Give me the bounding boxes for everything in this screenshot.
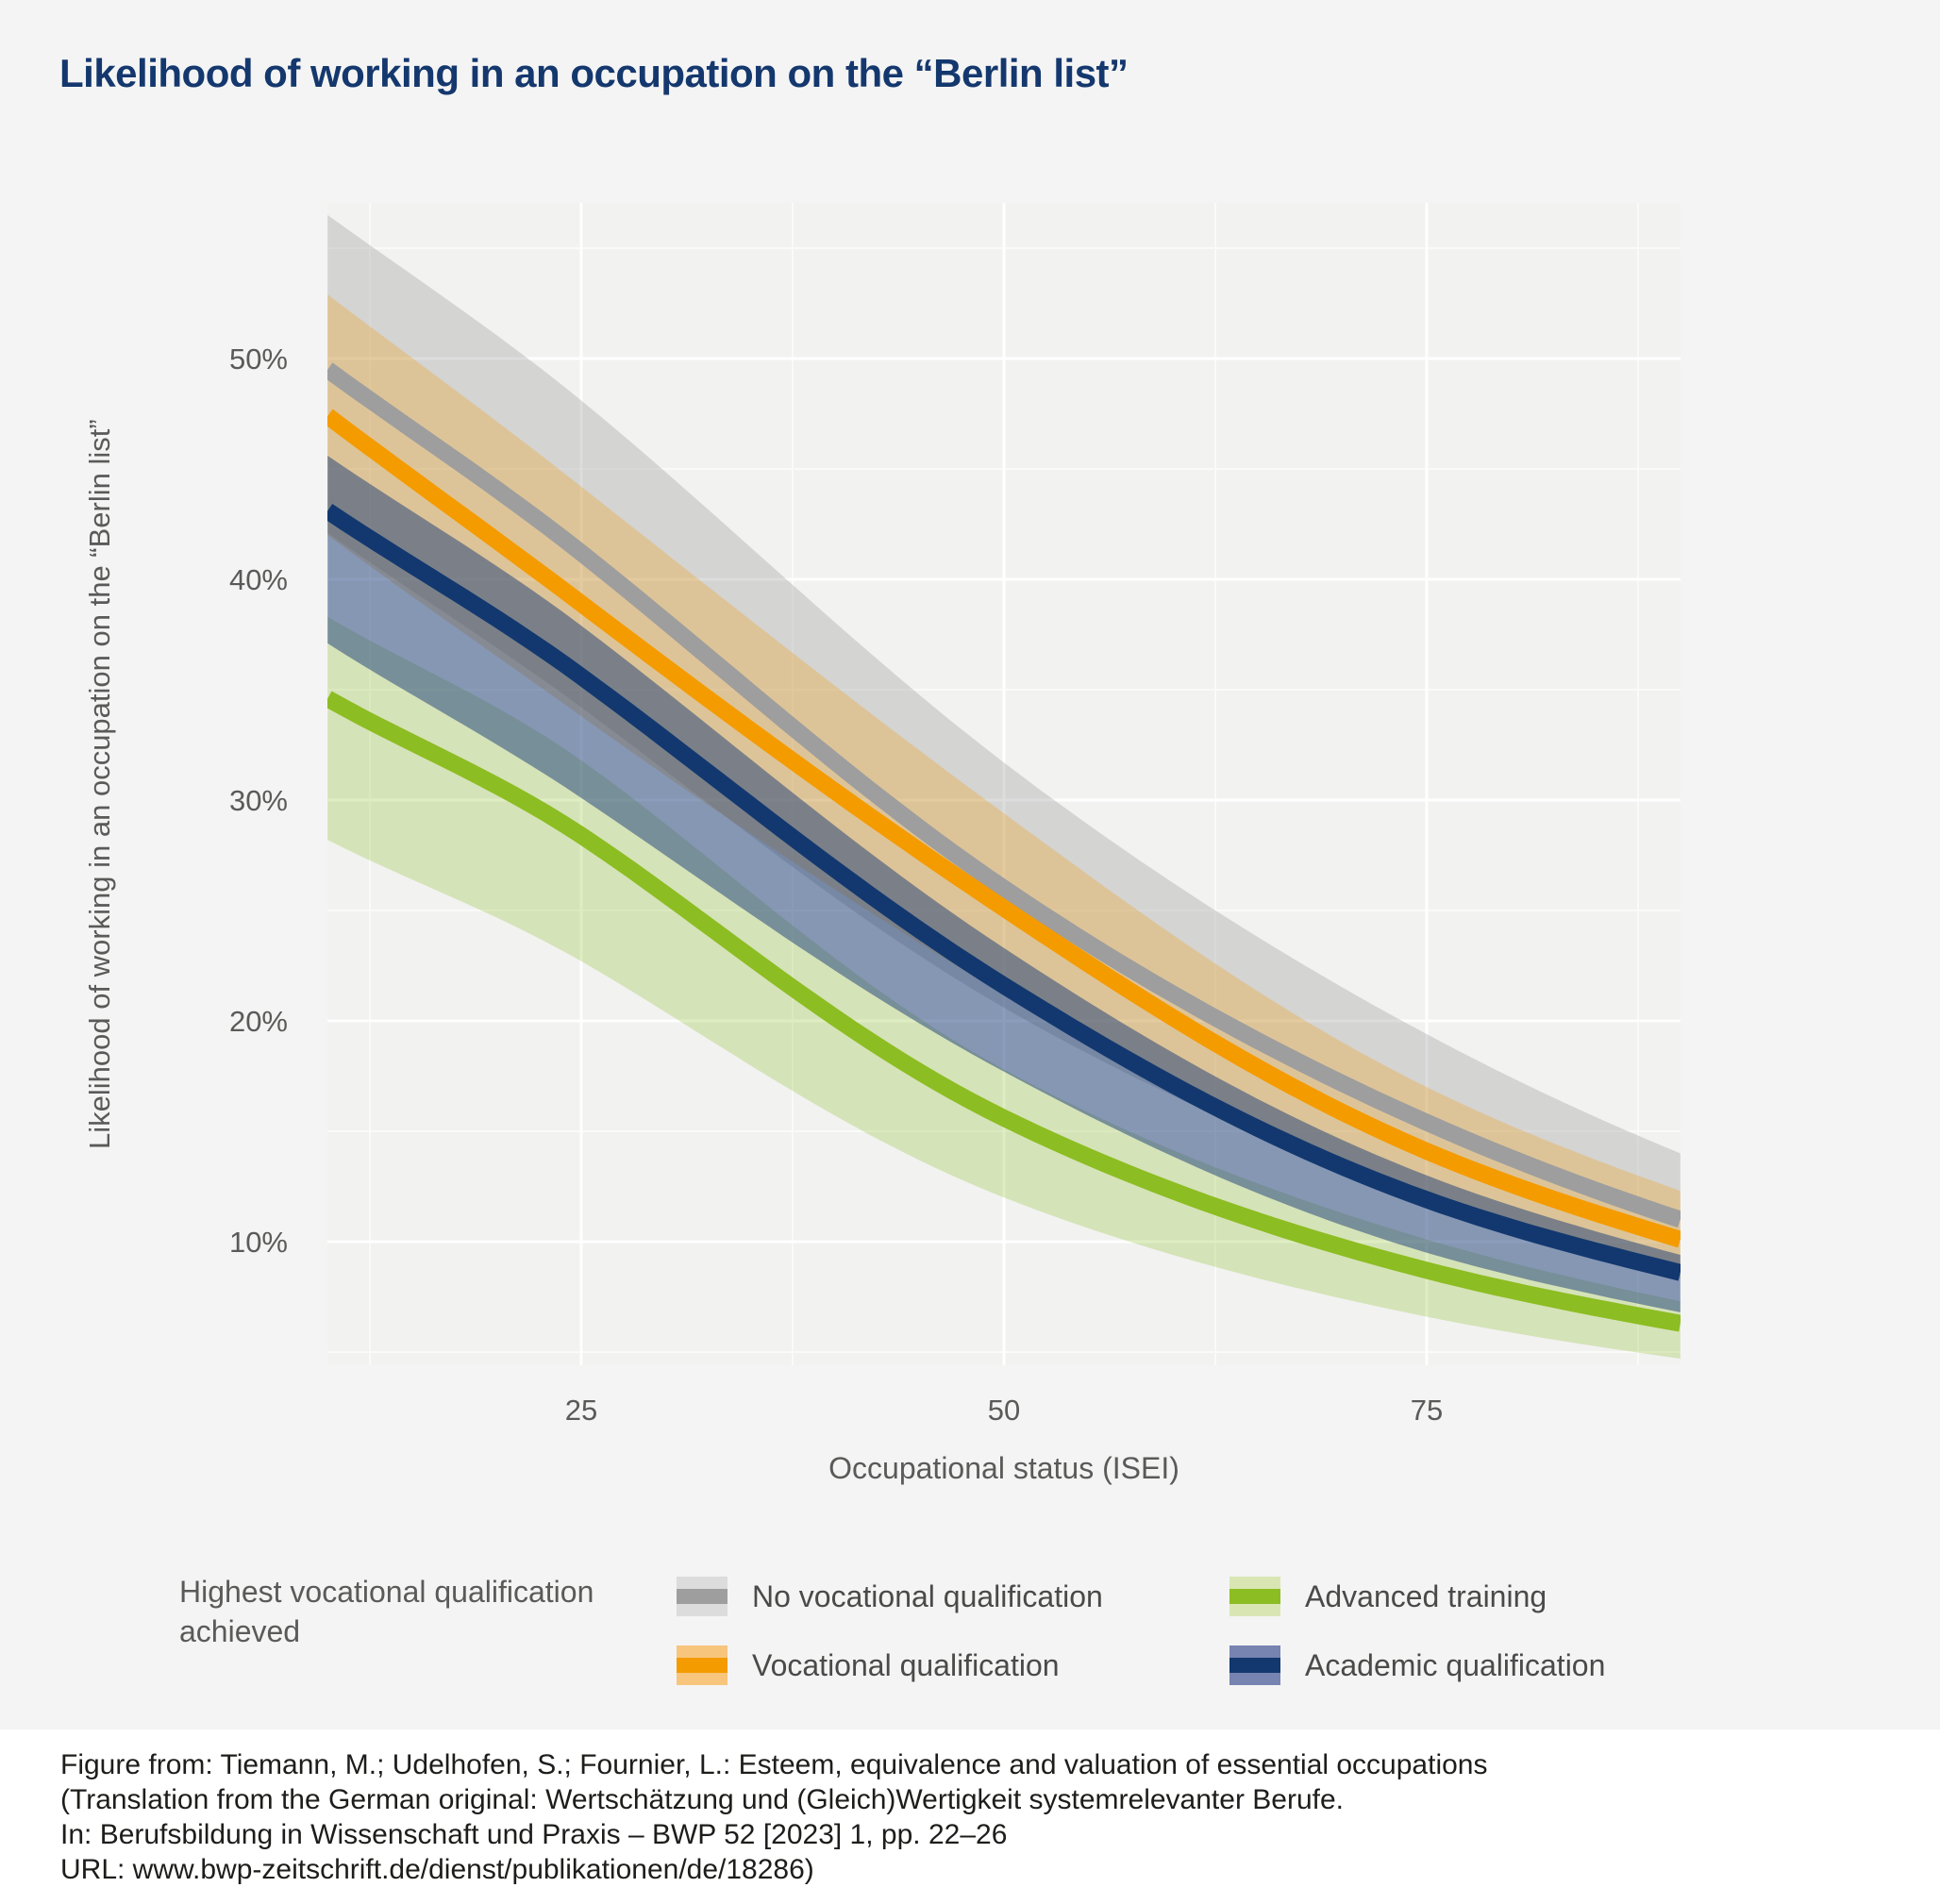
legend-title: Highest vocational qualification achieve… bbox=[179, 1575, 594, 1648]
chart-plot: 50% 40% 30% 20% 10% 25 50 75 bbox=[229, 203, 1681, 1427]
y-tick-label: 20% bbox=[229, 1005, 288, 1038]
legend-label: Academic qualification bbox=[1305, 1647, 1606, 1682]
trend-line-academic-qualification bbox=[327, 504, 1681, 1281]
x-tick-label: 50 bbox=[988, 1394, 1020, 1427]
confidence-band-no-vocational-qualification bbox=[327, 214, 1681, 1278]
y-tick-label: 30% bbox=[229, 784, 288, 817]
swatch-stripe bbox=[1229, 1673, 1280, 1685]
swatch-stripe bbox=[677, 1589, 728, 1604]
x-tick-label: 75 bbox=[1411, 1394, 1443, 1427]
page-title: Likelihood of working in an occupation o… bbox=[59, 51, 1129, 96]
legend-label: Advanced training bbox=[1305, 1578, 1547, 1613]
legend-label: No vocational qualification bbox=[752, 1578, 1103, 1613]
legend-item-academic-qualification: Academic qualification bbox=[1229, 1645, 1605, 1685]
swatch-stripe bbox=[677, 1604, 728, 1616]
swatch-stripe bbox=[677, 1577, 728, 1589]
legend-swatch-academic-qualification bbox=[1229, 1645, 1280, 1685]
x-tick-label: 25 bbox=[565, 1394, 597, 1427]
y-tick-label: 40% bbox=[229, 563, 288, 596]
legend-label: Vocational qualification bbox=[752, 1647, 1060, 1682]
axis-ticks: 50% 40% 30% 20% 10% 25 50 75 bbox=[229, 342, 1443, 1427]
footer-line: Figure from: Tiemann, M.; Udelhofen, S.;… bbox=[60, 1749, 1488, 1780]
confidence-band-vocational-qualification bbox=[327, 294, 1681, 1279]
legend-item-vocational-qualification: Vocational qualification bbox=[677, 1645, 1060, 1685]
trend-line-advanced-training bbox=[327, 691, 1681, 1332]
legend-item-no-vocational-qualification: No vocational qualification bbox=[677, 1577, 1103, 1616]
swatch-stripe bbox=[1229, 1645, 1280, 1658]
swatch-stripe bbox=[1229, 1589, 1280, 1604]
trend-lines bbox=[327, 362, 1681, 1332]
legend-swatch-vocational-qualification bbox=[677, 1645, 728, 1685]
swatch-stripe bbox=[677, 1645, 728, 1658]
y-tick-label: 50% bbox=[229, 342, 288, 376]
x-axis-title: Occupational status (ISEI) bbox=[828, 1451, 1179, 1485]
swatch-stripe bbox=[1229, 1604, 1280, 1616]
legend-swatch-advanced-training bbox=[1229, 1577, 1280, 1616]
legend-item-advanced-training: Advanced training bbox=[1229, 1577, 1547, 1616]
footer-line: (Translation from the German original: W… bbox=[60, 1784, 1344, 1815]
y-axis-title: Likelihood of working in an occupation o… bbox=[83, 419, 116, 1149]
confidence-bands bbox=[327, 214, 1681, 1359]
y-tick-label: 10% bbox=[229, 1226, 288, 1259]
swatch-stripe bbox=[677, 1658, 728, 1673]
footer-line: URL: www.bwp-zeitschrift.de/dienst/publi… bbox=[60, 1854, 814, 1885]
footer-line: In: Berufsbildung in Wissenschaft und Pr… bbox=[60, 1819, 1008, 1850]
legend-swatch-no-vocational-qualification bbox=[677, 1577, 728, 1616]
swatch-stripe bbox=[1229, 1658, 1280, 1673]
swatch-stripe bbox=[677, 1673, 728, 1685]
trend-line-vocational-qualification bbox=[327, 409, 1681, 1248]
confidence-band-academic-qualification bbox=[327, 456, 1681, 1312]
trend-line-no-vocational-qualification bbox=[327, 362, 1681, 1228]
swatch-stripe bbox=[1229, 1577, 1280, 1589]
figure-citation: Figure from: Tiemann, M.; Udelhofen, S.;… bbox=[60, 1747, 1891, 1887]
